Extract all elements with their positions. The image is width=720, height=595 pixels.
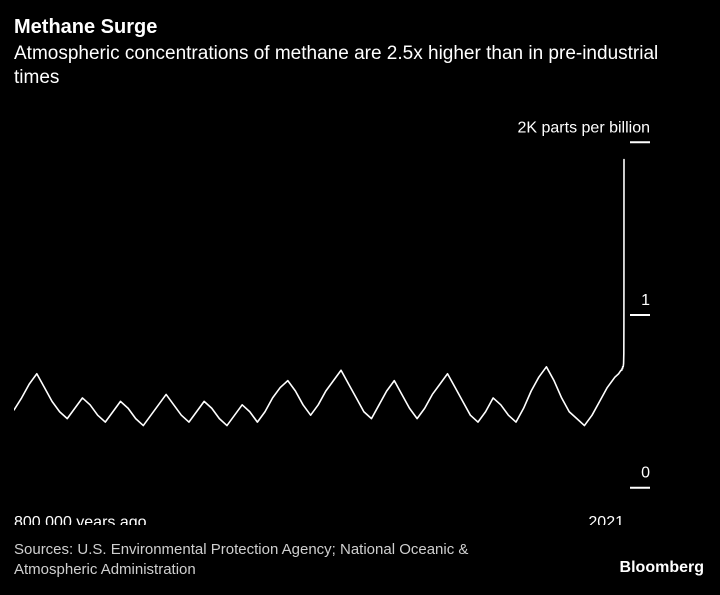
- chart-container: Methane Surge Atmospheric concentrations…: [0, 0, 720, 595]
- y-tick-label: 2K parts per billion: [517, 119, 650, 136]
- brand-label: Bloomberg: [620, 559, 704, 577]
- chart-sources: Sources: U.S. Environmental Protection A…: [14, 540, 534, 579]
- methane-line: [14, 160, 624, 426]
- chart-plot-area: 0 1 2K parts per billion 800,000 years ago 2…: [14, 105, 706, 525]
- chart-title: Methane Surge: [14, 16, 157, 39]
- x-tick-label: 2021: [588, 514, 624, 525]
- x-tick-label: 800,000 years ago: [14, 514, 147, 525]
- y-tick-label: 1: [641, 292, 650, 309]
- y-tick-label: 0: [641, 465, 650, 482]
- line-chart-svg: 0 1 2K parts per billion 800,000 years ago 2…: [14, 105, 706, 525]
- chart-subtitle: Atmospheric concentrations of methane ar…: [14, 42, 700, 90]
